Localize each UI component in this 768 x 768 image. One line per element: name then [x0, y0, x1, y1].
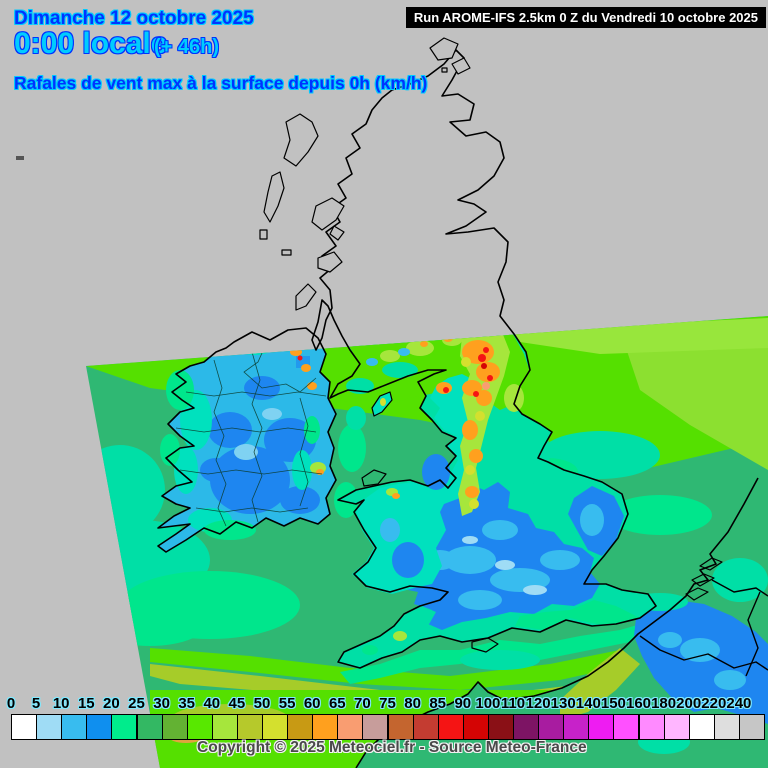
forecast-date: Dimanche 12 octobre 2025 [14, 8, 254, 29]
coastlines [157, 49, 768, 768]
isle-of-man-outline [371, 391, 393, 417]
st-kilda-island [16, 156, 24, 160]
islay-jura [295, 283, 317, 311]
belgium-gust-maximum [634, 600, 768, 724]
border-belgium-netherlands [711, 579, 768, 597]
ireland-county-borders [175, 343, 327, 527]
coastline-ireland [157, 327, 337, 553]
orkney-islands [429, 37, 459, 61]
outer-hebrides-south [263, 171, 285, 223]
isle-of-mull [317, 251, 343, 273]
border-france-belgium [639, 635, 768, 671]
parameter-title: Rafales de vent max à la surface depuis … [14, 73, 428, 93]
forecast-hour-offset: (+ 46h) [154, 36, 220, 58]
anglesey [361, 469, 387, 487]
isle-of-wight [471, 637, 499, 653]
continent-land [356, 478, 768, 768]
forecast-local-time: 0:00 locale [14, 27, 168, 60]
coastline-continent [355, 477, 759, 768]
isle-of-lewis [283, 113, 319, 167]
islands [259, 37, 723, 653]
isle-of-skye [311, 197, 345, 231]
border-netherlands-germany [745, 591, 761, 677]
copyright-notice: Copyright © 2025 Meteociel.fr - Source M… [197, 739, 587, 756]
dutch-delta-islands [685, 557, 723, 601]
model-run-info: Run AROME-IFS 2.5km 0 Z du Vendredi 10 o… [405, 7, 766, 28]
coastline-great-britain [311, 49, 657, 669]
